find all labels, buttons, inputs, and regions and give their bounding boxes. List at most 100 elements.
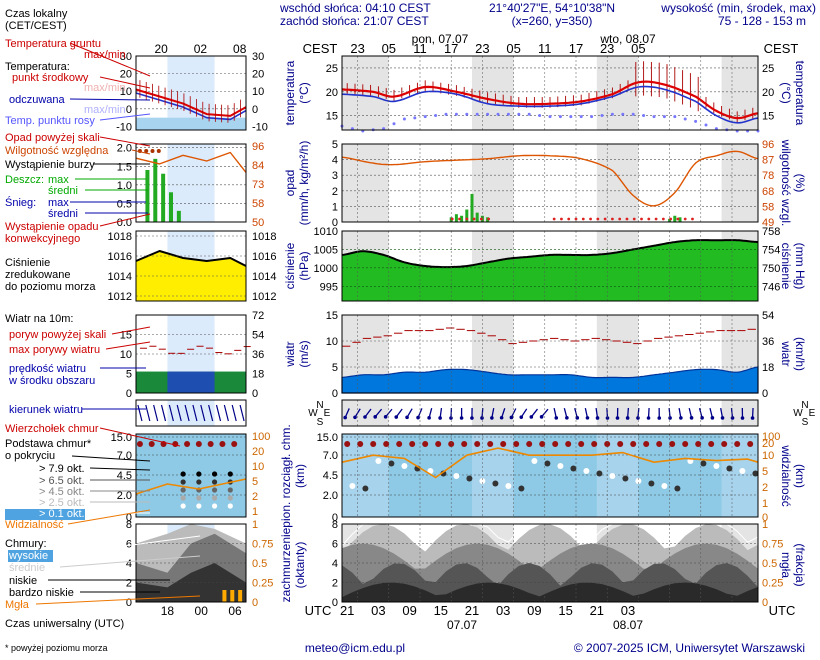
hour-label-top: 11 <box>413 41 427 56</box>
wind-arrow-head <box>625 416 630 420</box>
legend-mid: średnie <box>9 562 45 574</box>
dew-point-mark <box>475 112 479 116</box>
legend-tick-right: 50 <box>252 217 264 229</box>
panel-press <box>341 230 759 302</box>
legend-leader-line <box>99 213 151 227</box>
wind-arrow-head <box>668 416 672 420</box>
wind-arrow-head <box>499 415 504 420</box>
legend-panel-press <box>135 230 247 302</box>
y-tick-label: 0 <box>332 217 338 229</box>
legend-tick: 5 <box>126 369 132 381</box>
legend-cloud-top: Wierzchołek chmur <box>5 423 99 435</box>
legend-cloud-bg <box>136 434 246 517</box>
wind-arrow-head <box>470 416 474 420</box>
legend-cloud-base-mark <box>227 503 233 509</box>
legend-storm-mark <box>156 149 161 153</box>
cloud-top-mark <box>383 441 390 447</box>
convective-mark <box>647 217 651 221</box>
y-tick-label: 0 <box>332 388 338 400</box>
wind-arrow-head <box>720 416 725 420</box>
axis-title: wiatr(m/s) <box>283 340 311 367</box>
night-band <box>721 434 758 517</box>
legend-tick: 8 <box>126 519 132 531</box>
legend-cloud-top-mark <box>207 441 214 447</box>
legend-snow-mean: średni <box>48 208 78 220</box>
legend-tick: 1014 <box>108 271 132 283</box>
y-tick-label-right: 0 <box>762 597 768 609</box>
perceived-line <box>341 85 759 124</box>
cloud-top-mark <box>435 441 442 447</box>
legend-cloud-top-mark <box>219 441 226 447</box>
hour-label-bottom: 03 <box>371 603 385 618</box>
legend-pressure: Ciśnienie zredukowane do poziomu morza <box>5 257 96 293</box>
y-tick-label: 2 <box>332 578 338 590</box>
y-tick-label-right: 0.25 <box>762 578 783 590</box>
legend-tick: 1012 <box>108 291 132 303</box>
wind-arrow-head <box>343 415 347 420</box>
legend-tick: 1016 <box>108 251 132 263</box>
convective-mark <box>465 217 469 221</box>
panel-wind <box>341 314 759 394</box>
cloud-base-mark <box>596 470 603 477</box>
y-tick-label: 7.0 <box>323 450 338 462</box>
wind-arrow-head <box>383 415 388 419</box>
legend-cloud-top-mark <box>231 441 238 447</box>
legend-okta-01: > 0.1 okt. <box>39 508 85 520</box>
convective-mark <box>676 217 680 221</box>
legend-wind-area-night <box>167 371 215 393</box>
panel-temp <box>340 55 760 133</box>
wind-arrow-head <box>353 415 357 420</box>
legend-low: niskie <box>9 575 37 587</box>
cloud-top-mark <box>747 441 754 447</box>
y-tick-label: 4 <box>332 155 338 167</box>
legend-very-low: bardzo niskie <box>9 587 74 599</box>
legend-clouds: Chmury: <box>5 538 47 550</box>
legend-high-bg <box>8 550 53 562</box>
dew-point-mark <box>579 115 583 119</box>
cloud-top-mark <box>669 441 676 447</box>
cloud-base-mark <box>752 470 759 477</box>
legend-panel-border <box>135 230 247 302</box>
y-tick-label-right: 78 <box>762 170 774 182</box>
legend-panel-dir <box>135 399 247 427</box>
cloud-base-mark <box>674 485 681 492</box>
wind-arrow-head <box>438 416 442 420</box>
convective-mark <box>691 217 694 221</box>
humidity-line <box>341 150 759 207</box>
dew-point-mark <box>527 112 531 116</box>
y-tick-label-right: 25 <box>762 63 774 75</box>
legend-panel-border <box>135 399 247 427</box>
legend-temp-label: Temperatura: <box>5 61 70 73</box>
legend-precip-above: Opad powyżej skali <box>5 132 100 144</box>
legend-rain-mean: średni <box>48 185 78 197</box>
legend-temp-mid: punkt środkowy <box>12 72 89 84</box>
legend-tick: 20 <box>120 69 132 81</box>
sunrise-text: wschód słońca: 04:10 CEST <box>279 1 431 15</box>
legend-visibility: Widzialność <box>5 519 64 531</box>
dew-point-mark <box>704 123 708 127</box>
panel-border <box>341 523 759 603</box>
legend-humidity: Wilgotność względna <box>5 145 109 157</box>
dew-point-mark <box>465 112 469 116</box>
cloud-base-mark <box>531 458 538 464</box>
dew-point-mark <box>631 112 635 116</box>
panel-border <box>341 433 759 518</box>
legend-tick: 1.5 <box>117 161 132 173</box>
convective-mark <box>487 217 491 221</box>
compass-letter: E <box>809 408 816 419</box>
legend-leader-line <box>99 76 151 89</box>
panel-cloud <box>341 433 759 518</box>
wind-arrow-head <box>427 416 431 420</box>
y-tick-label-right: 1 <box>762 498 768 510</box>
legend-cloud-base-mark <box>227 495 233 501</box>
legend-tick: 0 <box>126 512 132 524</box>
cloud-base-mark <box>453 473 460 479</box>
wind-arrow-head <box>615 416 620 420</box>
wind-arrow-head <box>585 416 590 420</box>
legend-leader-line <box>89 467 151 471</box>
legend-tick-right: 58 <box>252 198 264 210</box>
hour-label-top: 17 <box>444 41 458 56</box>
wind-arrow-head <box>730 416 735 420</box>
legend-tick: 0 <box>126 388 132 400</box>
